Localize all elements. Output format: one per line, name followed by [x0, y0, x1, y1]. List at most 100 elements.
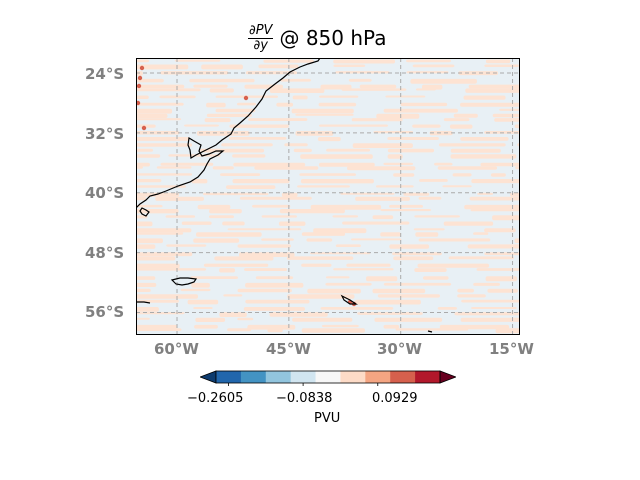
lat-label-24s: 24°S: [85, 65, 125, 83]
gradient-band: [352, 143, 413, 148]
tierra-del-fuego: [136, 301, 151, 304]
gradient-band: [485, 276, 517, 282]
gradient-band: [333, 59, 396, 64]
gradient-band: [284, 143, 308, 147]
gradient-band: [313, 228, 367, 234]
gradient-band: [220, 173, 261, 176]
gradient-band: [385, 95, 426, 98]
colorbar-outline: [215, 370, 441, 384]
gradient-band: [460, 317, 520, 322]
gradient-band: [450, 148, 501, 153]
gradient-band: [136, 148, 154, 152]
gradient-band: [414, 268, 447, 272]
gradient-band: [239, 196, 312, 200]
gradient-band: [419, 179, 448, 182]
colorbar-segment: [240, 371, 267, 383]
colorbar-segment: [265, 371, 292, 383]
gradient-band: [136, 143, 193, 147]
gradient-band: [159, 95, 196, 99]
gradient-band: [196, 232, 262, 237]
gradient-band: [281, 192, 298, 197]
gradient-band: [395, 328, 469, 331]
gradient-band: [136, 64, 189, 70]
colorbar: [200, 370, 456, 386]
gradient-band: [261, 215, 297, 218]
positive-gradient-bands: [136, 59, 520, 334]
gradient-band: [414, 215, 460, 218]
gradient-band: [417, 263, 490, 268]
gradient-band: [515, 166, 520, 170]
gradient-band: [310, 204, 382, 210]
gradient-band: [348, 78, 372, 82]
colorbar-segment: [216, 371, 242, 383]
gradient-band: [136, 137, 190, 141]
gradient-band: [437, 166, 498, 170]
strong-positive-spot: [139, 65, 145, 71]
gradient-band: [301, 263, 332, 267]
peninsula-valdes: [139, 207, 150, 217]
gradient-band: [206, 102, 226, 108]
gradient-band: [136, 252, 193, 257]
lon-label-30w: 30°W: [377, 340, 422, 358]
gradient-band: [136, 244, 156, 249]
gradient-band: [232, 179, 290, 184]
gradient-band: [443, 118, 470, 122]
gradient-band: [469, 196, 520, 201]
gradient-band: [193, 307, 213, 309]
gradient-band: [291, 108, 354, 114]
gradient-band: [136, 196, 147, 201]
gradient-band: [276, 102, 294, 107]
gradient-band: [245, 299, 310, 304]
gradient-band: [269, 88, 325, 93]
lon-label-60w: 60°W: [154, 340, 199, 358]
gradient-band: [189, 78, 255, 83]
gradient-band: [495, 328, 520, 334]
gradient-band: [293, 148, 312, 153]
gradient-band: [166, 244, 207, 247]
gradient-band: [136, 71, 143, 76]
gradient-band: [422, 84, 443, 90]
gradient-band: [136, 204, 163, 208]
gradient-band: [136, 108, 173, 114]
title-numerator: ∂PV: [248, 22, 274, 39]
strong-positive-spot: [136, 83, 142, 89]
gradient-band: [470, 209, 520, 212]
gradient-band: [319, 124, 388, 127]
gradient-band: [393, 256, 434, 261]
gradient-band: [325, 282, 372, 286]
gradient-band: [297, 185, 350, 188]
colorbar-tick-2: −0.0838: [276, 391, 333, 406]
south-america-coastline: [136, 58, 321, 209]
gradient-band: [376, 113, 420, 119]
gradient-band: [229, 124, 289, 128]
gradient-band: [181, 221, 212, 225]
gradient-band: [519, 325, 520, 327]
gradient-band: [156, 166, 192, 169]
gradient-band: [318, 102, 357, 107]
gradient-band: [180, 288, 211, 292]
gradient-band: [326, 148, 371, 152]
gradient-band: [318, 162, 375, 167]
gradient-band: [237, 244, 291, 248]
gradient-band: [423, 276, 449, 280]
colorbar-label: PVU: [314, 411, 341, 426]
gradient-band: [232, 154, 266, 158]
gradient-band: [473, 232, 489, 235]
gradient-band: [287, 294, 355, 299]
strong-positive-spot: [141, 125, 147, 131]
title-fraction: ∂PV ∂y: [248, 22, 274, 53]
gradient-band: [295, 113, 354, 116]
gradient-band: [383, 108, 458, 113]
gradient-band: [280, 78, 311, 82]
gradient-band: [237, 102, 257, 106]
gradient-band: [136, 307, 159, 312]
gradient-band: [357, 312, 423, 315]
lat-label-48s: 48°S: [85, 244, 125, 262]
gradient-band: [214, 256, 274, 261]
gradient-band: [415, 232, 439, 237]
colorbar-segment: [315, 371, 341, 383]
gradient-band: [359, 84, 397, 89]
gradient-band: [136, 276, 156, 280]
colorbar-extend-min: [200, 370, 217, 384]
gradient-band: [258, 64, 299, 69]
